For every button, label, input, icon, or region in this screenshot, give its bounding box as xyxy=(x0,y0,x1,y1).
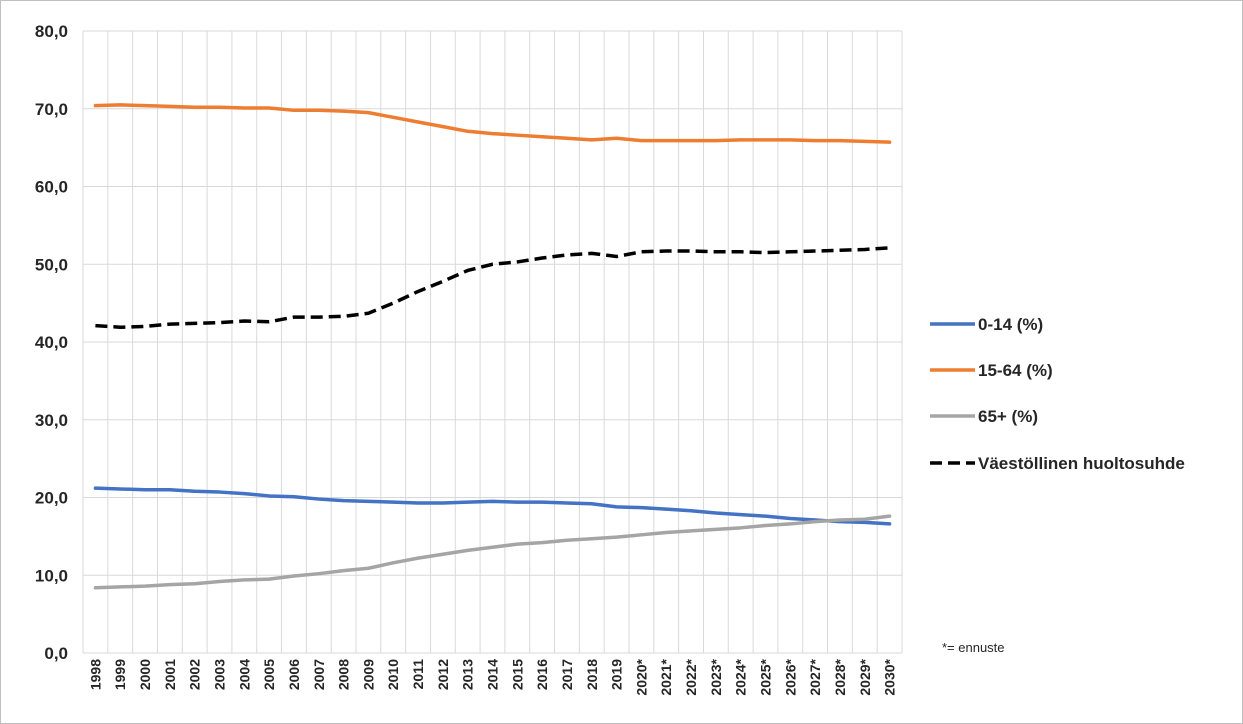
y-tick-label: 0,0 xyxy=(44,644,68,663)
x-tick-label: 2015 xyxy=(509,659,525,690)
x-tick-label: 2009 xyxy=(360,659,376,690)
x-tick-label: 2004 xyxy=(236,659,252,690)
x-tick-label: 2016 xyxy=(534,659,550,690)
x-tick-label: 2002 xyxy=(187,659,203,690)
y-axis-tick-labels: 0,0 10,0 20,0 30,0 40,0 50,0 60,0 70,0 80,0 xyxy=(35,22,68,663)
y-tick-label: 60,0 xyxy=(35,178,68,197)
x-tick-label: 2019 xyxy=(609,659,625,690)
x-tick-label: 2005 xyxy=(261,659,277,690)
x-tick-label: 2008 xyxy=(336,659,352,690)
x-tick-label: 1998 xyxy=(87,659,103,690)
x-tick-label: 2028* xyxy=(832,658,848,695)
x-tick-label: 2018 xyxy=(584,659,600,690)
x-tick-label: 2013 xyxy=(460,659,476,690)
series-line xyxy=(95,246,890,329)
x-tick-label: 2024* xyxy=(733,658,749,695)
series-line xyxy=(93,486,892,526)
series-lines xyxy=(93,103,892,590)
x-tick-label: 2017 xyxy=(559,659,575,690)
x-tick-label: 2014 xyxy=(485,659,501,690)
x-axis-tick-labels: 1998 1999 2000 2001 2002 2003 2004 2005 2006 2007… xyxy=(87,658,897,695)
x-tick-label: 2022* xyxy=(683,658,699,695)
x-tick-label: 2012 xyxy=(435,659,451,690)
x-tick-label: 2030* xyxy=(882,658,898,695)
x-tick-label: 2025* xyxy=(758,658,774,695)
forecast-note: *= ennuste xyxy=(942,640,1005,655)
x-tick-label: 2011 xyxy=(410,659,426,690)
gridlines xyxy=(82,30,903,654)
x-tick-label: 2023* xyxy=(708,658,724,695)
y-tick-label: 80,0 xyxy=(35,22,68,41)
x-tick-label: 2029* xyxy=(857,658,873,695)
x-tick-label: 2010 xyxy=(385,659,401,690)
x-tick-label: 2027* xyxy=(807,658,823,695)
legend-label: Väestöllinen huoltosuhde xyxy=(978,454,1185,473)
x-tick-label: 1999 xyxy=(112,659,128,690)
legend-label: 15-64 (%) xyxy=(978,361,1053,380)
legend-label: 65+ (%) xyxy=(978,407,1038,426)
x-tick-label: 2007 xyxy=(311,659,327,690)
legend: 0-14 (%) 15-64 (%) 65+ (%) Väestöllinen huo… xyxy=(930,315,1185,473)
y-tick-label: 50,0 xyxy=(35,255,68,274)
series-line xyxy=(93,514,892,590)
y-tick-label: 20,0 xyxy=(35,489,68,508)
y-tick-label: 40,0 xyxy=(35,333,68,352)
x-tick-label: 2021* xyxy=(658,658,674,695)
y-tick-label: 70,0 xyxy=(35,100,68,119)
series-line xyxy=(93,103,892,144)
y-tick-label: 10,0 xyxy=(35,566,68,585)
x-tick-label: 2001 xyxy=(162,659,178,690)
x-tick-label: 2026* xyxy=(782,658,798,695)
x-tick-label: 2020* xyxy=(633,658,649,695)
x-tick-label: 2003 xyxy=(212,659,228,690)
x-tick-label: 2000 xyxy=(137,659,153,690)
x-tick-label: 2006 xyxy=(286,659,302,690)
legend-label: 0-14 (%) xyxy=(978,315,1043,334)
y-tick-label: 30,0 xyxy=(35,411,68,430)
